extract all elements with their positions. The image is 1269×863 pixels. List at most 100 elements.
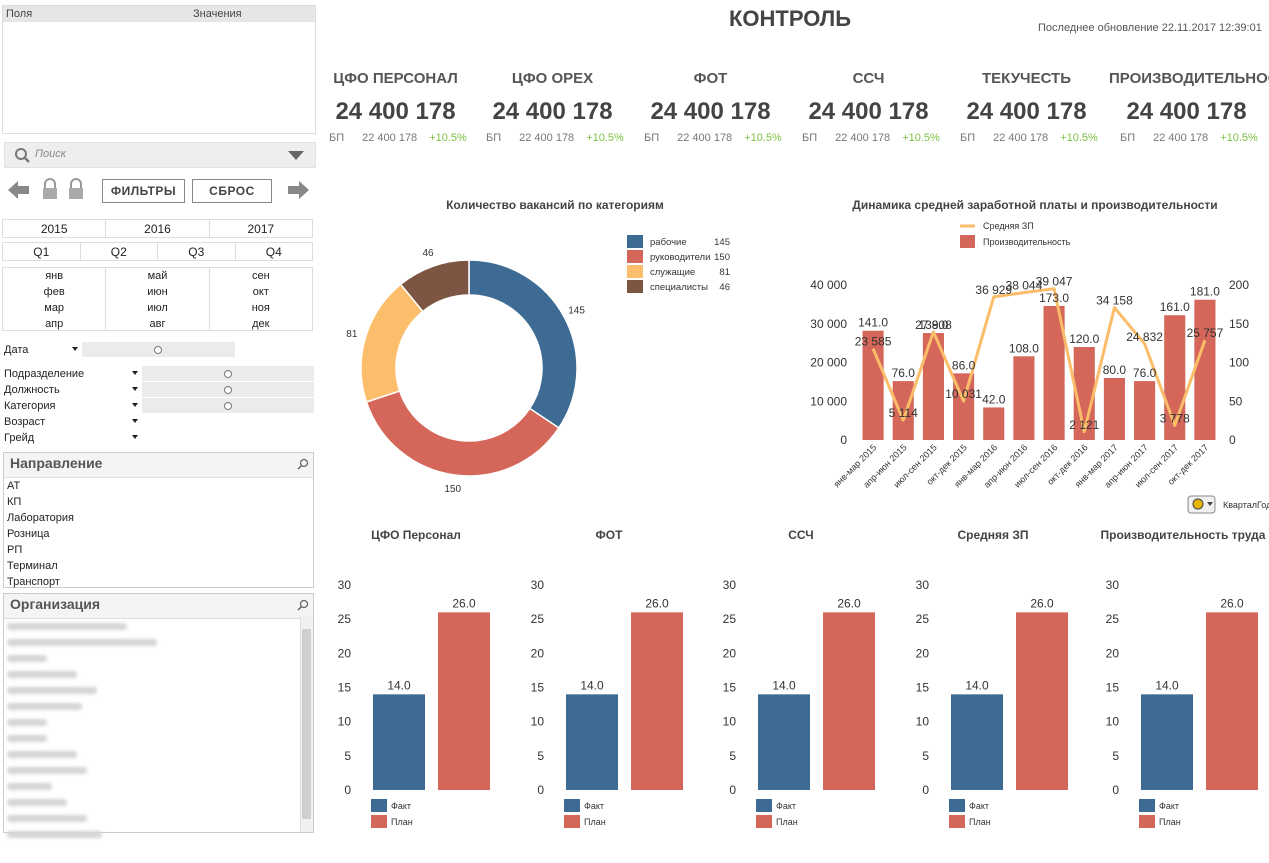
- back-arrow-icon[interactable]: [8, 180, 30, 200]
- filter-department[interactable]: Подразделение: [2, 366, 314, 382]
- list-item[interactable]: [7, 617, 300, 633]
- list-item[interactable]: [7, 649, 300, 665]
- list-item[interactable]: [7, 761, 300, 777]
- dropdown-icon[interactable]: [132, 403, 138, 407]
- quarter-q2[interactable]: Q2: [81, 243, 158, 260]
- month-item[interactable]: июн: [147, 286, 168, 298]
- month-item[interactable]: фев: [43, 286, 65, 298]
- scrollbar[interactable]: [300, 617, 313, 832]
- y-tick: 5: [729, 749, 736, 763]
- month-item[interactable]: мар: [44, 302, 65, 314]
- list-item[interactable]: Розница: [7, 528, 50, 540]
- lock-icon[interactable]: [40, 178, 60, 200]
- kpi-value: 24 400 178: [808, 98, 929, 125]
- dropdown-icon[interactable]: [72, 347, 78, 351]
- filter-position[interactable]: Должность: [2, 382, 314, 398]
- date-filter[interactable]: Дата: [2, 342, 314, 358]
- search-box[interactable]: Поиск: [4, 142, 316, 168]
- plan-fact-chart: 0 5 10 15 20 25 30 14.0 26.0 Факт План: [723, 578, 875, 828]
- fields-col-label: Поля: [6, 8, 33, 20]
- month-item[interactable]: авг: [149, 318, 166, 330]
- quarter-q4[interactable]: Q4: [265, 245, 282, 259]
- month-item[interactable]: сен: [251, 270, 270, 282]
- y-tick: 20: [338, 646, 352, 660]
- plan-fact-chart: 0 5 10 15 20 25 30 14.0 26.0 Факт План: [1106, 578, 1258, 828]
- list-item[interactable]: Терминал: [7, 560, 58, 572]
- filter-age[interactable]: Возраст: [2, 414, 314, 430]
- kpi-card: ТЕКУЧЕСТЬ 24 400 178 БП 22 400 178 +10.5%: [949, 70, 1104, 144]
- legend-label: План: [969, 817, 991, 827]
- unlock-icon[interactable]: [66, 178, 86, 200]
- year-2017[interactable]: 2017: [247, 222, 275, 236]
- list-item[interactable]: [7, 745, 300, 761]
- month-item[interactable]: июл: [147, 302, 168, 314]
- scrollbar-thumb[interactable]: [302, 629, 311, 819]
- filter-category[interactable]: Категория: [2, 398, 314, 414]
- bar-value-label: 80.0: [1103, 363, 1127, 377]
- filter-label: Возраст: [4, 416, 46, 428]
- chevron-down-icon: [1207, 502, 1213, 506]
- reset-button[interactable]: СБРОС: [192, 179, 272, 203]
- list-item[interactable]: [7, 729, 300, 745]
- list-item[interactable]: РП: [7, 544, 23, 556]
- list-item[interactable]: [7, 825, 300, 841]
- donut-slice: [468, 259, 578, 429]
- slider-handle[interactable]: [224, 402, 232, 410]
- dropdown-icon[interactable]: [132, 435, 138, 439]
- slider-handle[interactable]: [154, 346, 162, 354]
- list-item[interactable]: АТ: [7, 480, 21, 492]
- kpi-name: ССЧ: [852, 70, 885, 87]
- quarter-q3[interactable]: Q3: [158, 243, 236, 260]
- filter-label: Грейд: [4, 432, 35, 444]
- list-item[interactable]: [7, 681, 300, 697]
- quarter-q1[interactable]: Q1: [3, 243, 81, 260]
- bar-value-label: 26.0: [837, 596, 861, 610]
- y-tick: 5: [922, 749, 929, 763]
- slider-handle[interactable]: [224, 370, 232, 378]
- y-tick: 25: [723, 612, 737, 626]
- slider-handle[interactable]: [224, 386, 232, 394]
- dropdown-icon[interactable]: [132, 387, 138, 391]
- search-icon[interactable]: [297, 458, 309, 470]
- list-item[interactable]: Транспорт: [7, 576, 60, 588]
- forward-arrow-icon[interactable]: [287, 180, 309, 200]
- bar: [1013, 356, 1035, 440]
- filter-grade[interactable]: Грейд: [2, 430, 314, 446]
- month-item[interactable]: окт: [252, 286, 269, 298]
- cycle-dim-label: КварталГод: [1223, 500, 1269, 510]
- y-tick: 0: [1112, 783, 1119, 797]
- dropdown-icon[interactable]: [132, 371, 138, 375]
- bar-value-label: 26.0: [1220, 596, 1244, 610]
- y-left-tick: 20 000: [810, 356, 847, 370]
- dropdown-icon[interactable]: [132, 419, 138, 423]
- y-right-tick: 100: [1229, 356, 1249, 370]
- month-item[interactable]: дек: [252, 318, 270, 330]
- chevron-down-icon[interactable]: [288, 151, 304, 161]
- list-item[interactable]: КП: [7, 496, 22, 508]
- year-2015[interactable]: 2015: [3, 220, 107, 237]
- list-item[interactable]: [7, 697, 300, 713]
- search-icon[interactable]: [297, 599, 309, 611]
- legend-value: 46: [719, 282, 730, 293]
- month-item[interactable]: янв: [45, 270, 64, 282]
- list-item[interactable]: [7, 777, 300, 793]
- list-item[interactable]: [7, 713, 300, 729]
- list-item[interactable]: [7, 809, 300, 825]
- list-item[interactable]: [7, 793, 300, 809]
- year-2016[interactable]: 2016: [106, 220, 210, 237]
- filters-button[interactable]: ФИЛЬТРЫ: [102, 179, 185, 203]
- month-item[interactable]: май: [147, 270, 168, 282]
- list-item[interactable]: Лаборатория: [7, 512, 74, 524]
- y-tick: 25: [916, 612, 930, 626]
- y-left-tick: 10 000: [810, 394, 847, 408]
- legend-swatch: [627, 235, 643, 248]
- slice-label: 150: [444, 484, 461, 495]
- list-item[interactable]: [7, 633, 300, 649]
- y-tick: 10: [1106, 715, 1120, 729]
- legend-label: Факт: [969, 801, 989, 811]
- month-item[interactable]: ноя: [251, 302, 270, 314]
- bar: [1043, 305, 1065, 440]
- kpi-bp-label: БП: [1120, 132, 1136, 144]
- list-item[interactable]: [7, 665, 300, 681]
- month-item[interactable]: апр: [45, 318, 64, 330]
